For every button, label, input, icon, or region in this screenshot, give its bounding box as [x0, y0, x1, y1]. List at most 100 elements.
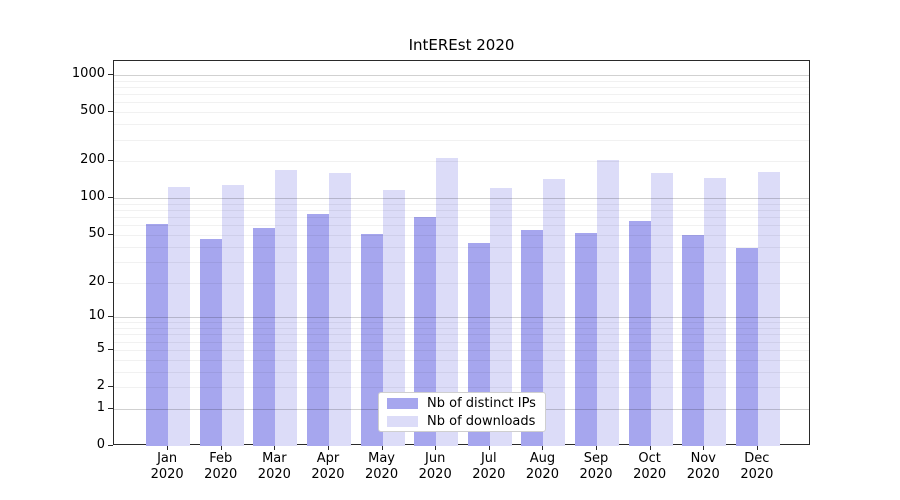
x-tick-label-dec: Dec 2020: [740, 451, 774, 482]
bar-downloads-apr: [328, 173, 351, 446]
x-tick-mark-sep: [596, 445, 598, 450]
bar-distinct-ips-feb: [199, 239, 222, 446]
bar-distinct-ips-sep: [575, 232, 598, 446]
bar-distinct-ips-aug: [521, 229, 544, 446]
x-tick-mark-jan: [167, 445, 169, 450]
x-tick-label-aug: Aug 2020: [525, 451, 559, 482]
legend-label-distinct-ips: Nb of distinct IPs: [427, 395, 536, 411]
x-tick-mark-dec: [756, 445, 758, 450]
x-tick-mark-feb: [220, 445, 222, 450]
y-tick-mark-0: [108, 445, 113, 446]
plot-area: [113, 60, 810, 446]
y-tick-mark-500: [108, 111, 113, 113]
bar-downloads-sep: [597, 159, 620, 446]
y-tick-label-10: 10: [88, 308, 105, 324]
minor-gridline-900: [114, 80, 809, 82]
x-tick-label-may: May 2020: [365, 451, 399, 482]
bar-distinct-ips-nov: [682, 234, 705, 446]
x-tick-mark-nov: [703, 445, 705, 450]
bar-downloads-mar: [275, 170, 298, 446]
x-tick-label-mar: Mar 2020: [257, 451, 291, 482]
minor-gridline-400: [114, 124, 809, 126]
legend-entry-downloads: Nb of downloads: [387, 414, 537, 429]
bar-downloads-feb: [221, 185, 244, 446]
x-tick-mark-may: [381, 445, 383, 450]
bar-downloads-dec: [757, 172, 780, 446]
bar-downloads-nov: [704, 178, 727, 446]
major-gridline-10: [114, 317, 809, 319]
y-tick-label-500: 500: [80, 103, 105, 119]
y-tick-mark-1: [108, 407, 113, 409]
y-tick-mark-200: [108, 160, 113, 162]
bar-distinct-ips-mar: [253, 227, 276, 446]
bar-distinct-ips-oct: [628, 221, 651, 446]
minor-gridline-500: [114, 112, 809, 114]
y-tick-label-2: 2: [96, 378, 105, 393]
minor-gridline-30: [114, 261, 809, 263]
minor-gridline-9: [114, 322, 809, 324]
y-tick-mark-100: [108, 197, 113, 199]
bar-distinct-ips-may: [360, 233, 383, 446]
x-tick-label-jul: Jul 2020: [472, 451, 506, 482]
minor-gridline-60: [114, 225, 809, 227]
x-tick-label-feb: Feb 2020: [204, 451, 238, 482]
minor-gridline-2: [114, 387, 809, 388]
chart-title: IntEREst 2020: [408, 36, 515, 54]
y-tick-label-0: 0: [96, 437, 105, 452]
y-tick-label-1: 1: [96, 399, 105, 415]
legend-swatch-distinct-ips: [387, 397, 418, 409]
minor-gridline-5: [114, 349, 809, 351]
y-tick-label-1000: 1000: [71, 66, 105, 81]
minor-gridline-4: [114, 359, 809, 361]
x-tick-mark-jul: [488, 445, 490, 450]
legend-label-downloads: Nb of downloads: [427, 413, 536, 429]
x-tick-label-sep: Sep 2020: [579, 451, 613, 482]
bar-downloads-may: [382, 190, 405, 446]
legend: Nb of distinct IPs Nb of downloads: [378, 392, 546, 432]
minor-gridline-8: [114, 328, 809, 329]
y-tick-mark-10: [108, 316, 113, 318]
x-tick-label-jan: Jan 2020: [150, 451, 184, 482]
major-gridline-1000: [114, 75, 809, 76]
x-tick-mark-jun: [435, 445, 437, 450]
x-tick-mark-mar: [274, 445, 276, 450]
y-tick-mark-5: [108, 348, 113, 350]
minor-gridline-3: [114, 371, 809, 373]
minor-gridline-7: [114, 334, 809, 336]
legend-swatch-downloads: [387, 415, 418, 427]
y-tick-mark-2: [108, 386, 113, 387]
bar-distinct-ips-jan: [146, 223, 169, 446]
minor-gridline-90: [114, 203, 809, 205]
y-tick-label-5: 5: [96, 340, 105, 356]
bar-distinct-ips-jun: [414, 217, 437, 446]
minor-gridline-6: [114, 341, 809, 343]
y-tick-label-100: 100: [80, 189, 105, 205]
bar-downloads-jul: [489, 188, 512, 446]
bar-distinct-ips-dec: [735, 247, 758, 446]
legend-entry-distinct-ips: Nb of distinct IPs: [387, 396, 537, 411]
x-tick-label-apr: Apr 2020: [311, 451, 345, 482]
minor-gridline-700: [114, 94, 809, 96]
minor-gridline-20: [114, 282, 809, 284]
minor-gridline-80: [114, 210, 809, 212]
minor-gridline-70: [114, 217, 809, 219]
bar-downloads-aug: [543, 179, 566, 446]
y-tick-mark-20: [108, 281, 113, 283]
minor-gridline-300: [114, 139, 809, 141]
bar-downloads-oct: [650, 173, 673, 446]
minor-gridline-40: [114, 246, 809, 248]
minor-gridline-600: [114, 102, 809, 104]
bar-downloads-jun: [436, 158, 459, 446]
major-gridline-100: [114, 198, 809, 200]
y-tick-label-20: 20: [88, 273, 105, 289]
x-tick-label-oct: Oct 2020: [633, 451, 667, 482]
minor-gridline-50: [114, 234, 809, 236]
minor-gridline-800: [114, 86, 809, 88]
bar-downloads-jan: [168, 187, 191, 446]
y-tick-mark-50: [108, 233, 113, 235]
minor-gridline-200: [114, 161, 809, 163]
x-tick-mark-apr: [327, 445, 329, 450]
x-tick-mark-oct: [649, 445, 651, 450]
y-tick-label-50: 50: [88, 225, 105, 241]
y-tick-label-200: 200: [80, 152, 105, 168]
